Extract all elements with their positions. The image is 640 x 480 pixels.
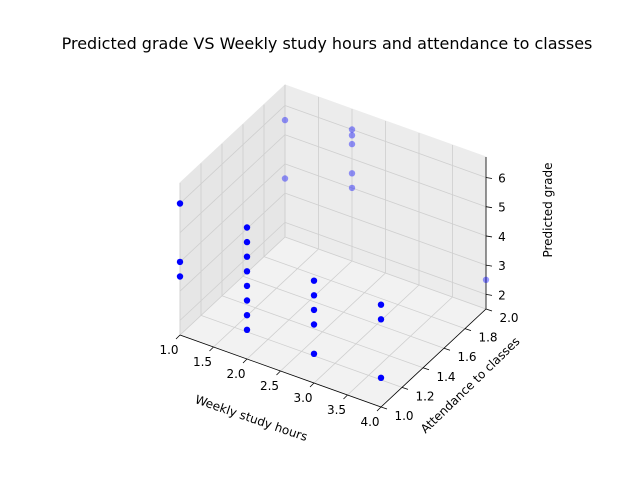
y-tick-label: 1.4 bbox=[436, 370, 455, 384]
x-tick-label: 2.5 bbox=[260, 379, 279, 393]
y-tick-label: 1.6 bbox=[457, 350, 476, 364]
x-tick-mark bbox=[209, 346, 214, 352]
y-grid-line bbox=[263, 256, 466, 329]
data-point bbox=[310, 350, 318, 357]
z-grid-line bbox=[179, 163, 286, 263]
y-tick-mark bbox=[464, 328, 472, 331]
x-grid-line bbox=[313, 284, 420, 384]
x-tick-mark bbox=[175, 334, 181, 340]
y-grid-line bbox=[284, 236, 487, 310]
data-point bbox=[243, 224, 251, 231]
x-tick-label: 3.5 bbox=[327, 403, 346, 417]
data-point bbox=[310, 306, 318, 314]
data-point bbox=[243, 282, 251, 290]
data-point bbox=[482, 276, 490, 283]
x-tick-label: 1.0 bbox=[159, 343, 178, 357]
z-grid-line bbox=[284, 222, 487, 295]
z-tick-label: 6 bbox=[498, 171, 506, 185]
axis-panes bbox=[179, 83, 487, 408]
data-point bbox=[243, 268, 251, 275]
z-tick-mark bbox=[485, 264, 493, 267]
x-grid-line bbox=[246, 260, 353, 360]
z-grid-line bbox=[284, 192, 487, 266]
data-point bbox=[348, 126, 356, 133]
x-grid-line bbox=[179, 236, 286, 336]
z-grid-line bbox=[284, 105, 487, 178]
x-tick-label: 4.0 bbox=[360, 415, 379, 429]
z-grid-line bbox=[284, 134, 487, 208]
x-tick-label: 3.0 bbox=[293, 391, 312, 405]
x-tick-label: 1.5 bbox=[193, 355, 212, 369]
y-grid-line bbox=[200, 315, 403, 388]
data-point bbox=[377, 316, 385, 323]
y-tick-mark bbox=[380, 406, 388, 410]
data-point bbox=[348, 184, 356, 192]
data-point bbox=[348, 170, 356, 177]
data-point bbox=[243, 297, 251, 304]
y-grid-line bbox=[221, 295, 424, 369]
y-tick-label: 2.0 bbox=[499, 311, 518, 325]
data-point bbox=[377, 301, 385, 308]
x-grid-line bbox=[280, 272, 386, 372]
data-point bbox=[176, 258, 184, 266]
x-tick-label: 2.0 bbox=[226, 367, 245, 381]
y-tick-label: 1.8 bbox=[478, 331, 497, 345]
z-axis-label: Predicted grade bbox=[541, 162, 555, 257]
data-point bbox=[310, 321, 318, 328]
data-point bbox=[348, 140, 356, 148]
x-grid-line bbox=[213, 248, 319, 348]
grid bbox=[179, 85, 487, 408]
x-tick-mark bbox=[343, 394, 348, 400]
x-tick-mark bbox=[376, 406, 382, 412]
points bbox=[176, 116, 490, 381]
x-grid-line bbox=[347, 296, 453, 396]
y-tick-label: 1.2 bbox=[415, 389, 434, 403]
x-tick-mark bbox=[309, 382, 315, 388]
x-tick-mark bbox=[242, 358, 248, 364]
data-point bbox=[243, 253, 251, 260]
y-axis-line bbox=[380, 308, 487, 408]
z-tick-mark bbox=[485, 177, 493, 179]
z-grid-line bbox=[179, 192, 286, 292]
z-tick-label: 4 bbox=[498, 230, 506, 244]
z-tick-label: 2 bbox=[498, 288, 506, 302]
x-tick-mark bbox=[276, 370, 281, 376]
y-tick-mark bbox=[443, 347, 451, 351]
y-tick-mark bbox=[485, 308, 493, 312]
data-point bbox=[377, 374, 385, 381]
z-grid-line bbox=[284, 163, 487, 237]
z-tick-mark bbox=[485, 206, 493, 209]
y-tick-label: 1.0 bbox=[394, 409, 413, 423]
x-axis-label: Weekly study hours bbox=[193, 392, 309, 444]
z-grid-line bbox=[179, 222, 286, 321]
data-point bbox=[176, 273, 184, 280]
chart-title: Predicted grade VS Weekly study hours an… bbox=[62, 34, 593, 53]
data-point bbox=[243, 326, 251, 333]
y-tick-mark bbox=[422, 367, 430, 371]
z-tick-mark bbox=[485, 235, 493, 238]
data-point bbox=[281, 175, 289, 182]
data-point bbox=[243, 312, 251, 319]
data-point bbox=[310, 292, 318, 299]
data-point bbox=[243, 238, 251, 246]
y-tick-mark bbox=[401, 387, 409, 390]
z-tick-mark bbox=[485, 293, 493, 296]
ticks: 1.01.52.02.53.03.54.0 1.01.21.41.61.82.02… bbox=[159, 171, 518, 429]
data-point bbox=[176, 200, 184, 207]
y-grid-line bbox=[242, 275, 445, 349]
z-tick-label: 5 bbox=[498, 201, 506, 215]
data-point bbox=[281, 116, 289, 124]
data-point bbox=[348, 132, 356, 139]
z-grid-line bbox=[179, 134, 286, 233]
z-grid-line bbox=[179, 105, 286, 204]
z-tick-label: 3 bbox=[498, 259, 506, 273]
data-point bbox=[310, 277, 318, 284]
